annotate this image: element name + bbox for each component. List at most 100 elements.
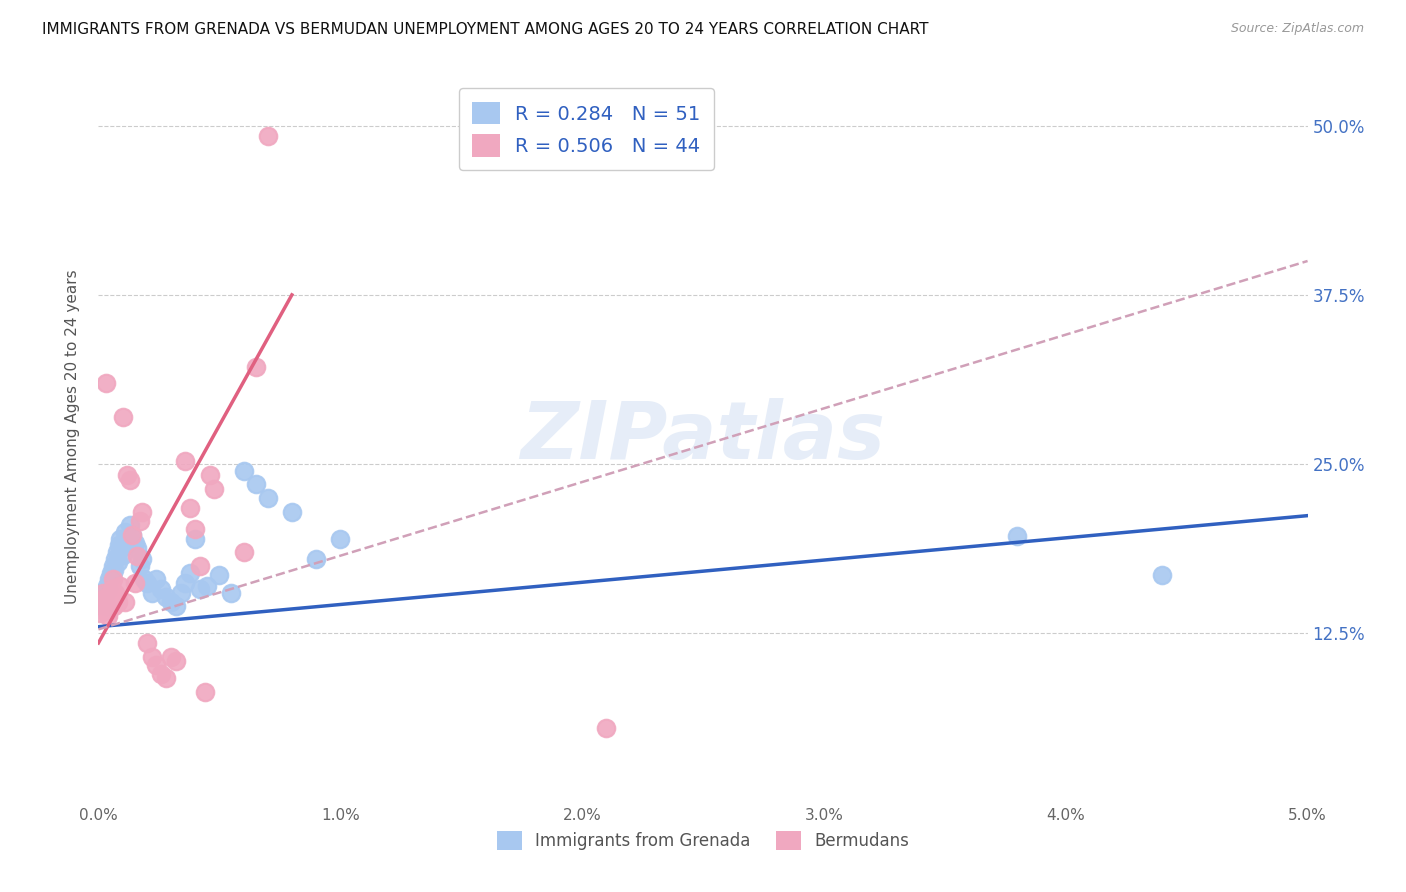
Point (127, 549, 149, 564)
Point (91, 599, 114, 614)
Point (135, 576, 157, 591)
Point (188, 558, 211, 573)
Point (127, 541, 149, 556)
Point (179, 500, 201, 515)
Point (93, 590, 115, 604)
Point (169, 586, 191, 600)
Point (110, 541, 132, 556)
Point (108, 538, 131, 552)
Point (121, 527, 143, 541)
Point (111, 548, 134, 562)
Point (89, 606, 111, 620)
Point (198, 468, 221, 483)
Point (1007, 529, 1029, 543)
Point (117, 468, 139, 483)
Point (114, 595, 136, 609)
Point (128, 514, 150, 528)
Point (245, 359, 267, 374)
Point (100, 582, 122, 596)
Point (232, 545, 254, 559)
Point (131, 505, 153, 519)
Point (194, 684, 217, 698)
Point (245, 477, 267, 491)
Point (96, 590, 118, 604)
Point (98, 572, 121, 586)
Point (104, 552, 127, 566)
Point (256, 491, 278, 505)
Text: IMMIGRANTS FROM GRENADA VS BERMUDAN UNEMPLOYMENT AMONG AGES 20 TO 24 YEARS CORRE: IMMIGRANTS FROM GRENADA VS BERMUDAN UNEM… (42, 22, 929, 37)
Point (305, 552, 328, 566)
Point (100, 595, 122, 609)
Point (184, 532, 207, 546)
Point (107, 595, 129, 609)
Point (118, 474, 141, 488)
Point (256, 129, 278, 144)
Point (108, 579, 131, 593)
Point (165, 599, 187, 614)
Point (1152, 568, 1174, 582)
Point (111, 409, 134, 424)
Point (281, 505, 304, 519)
Point (114, 524, 136, 539)
Point (94, 599, 117, 614)
Point (150, 582, 173, 596)
Point (103, 563, 125, 577)
Point (96, 579, 118, 593)
Point (118, 518, 141, 533)
Point (160, 649, 183, 664)
Point (97, 582, 120, 596)
Point (595, 721, 617, 735)
Point (150, 667, 173, 681)
Point (174, 576, 197, 591)
Point (91, 586, 114, 600)
Point (97, 608, 120, 623)
Point (93, 595, 115, 609)
Point (101, 558, 124, 573)
Point (174, 454, 197, 468)
Point (107, 555, 129, 569)
Point (128, 558, 150, 573)
Point (160, 595, 183, 609)
Point (134, 572, 156, 586)
Point (208, 568, 231, 582)
Point (145, 572, 167, 586)
Point (91, 595, 114, 609)
Point (165, 654, 187, 668)
Point (135, 636, 157, 650)
Text: Source: ZipAtlas.com: Source: ZipAtlas.com (1230, 22, 1364, 36)
Point (188, 582, 211, 596)
Point (91, 592, 114, 607)
Point (105, 545, 128, 559)
Point (141, 649, 163, 664)
Point (121, 527, 143, 541)
Point (124, 535, 146, 549)
Point (145, 657, 167, 672)
Point (141, 586, 163, 600)
Point (124, 576, 146, 591)
Point (195, 579, 218, 593)
Point (90, 592, 112, 607)
Point (100, 568, 122, 582)
Legend: Immigrants from Grenada, Bermudans: Immigrants from Grenada, Bermudans (486, 821, 920, 860)
Point (94, 376, 117, 390)
Point (232, 464, 254, 478)
Point (221, 586, 243, 600)
Text: ZIPatlas: ZIPatlas (520, 398, 886, 476)
Point (98, 603, 121, 617)
Y-axis label: Unemployment Among Ages 20 to 24 years: Unemployment Among Ages 20 to 24 years (65, 269, 80, 605)
Point (155, 671, 177, 685)
Point (105, 590, 128, 604)
Point (204, 482, 226, 496)
Point (101, 572, 124, 586)
Point (131, 552, 153, 566)
Point (329, 532, 352, 546)
Point (100, 566, 122, 580)
Point (90, 586, 112, 600)
Point (117, 532, 139, 546)
Point (108, 532, 131, 546)
Point (155, 590, 177, 604)
Point (104, 586, 127, 600)
Point (184, 522, 207, 536)
Point (103, 599, 125, 614)
Point (179, 566, 201, 580)
